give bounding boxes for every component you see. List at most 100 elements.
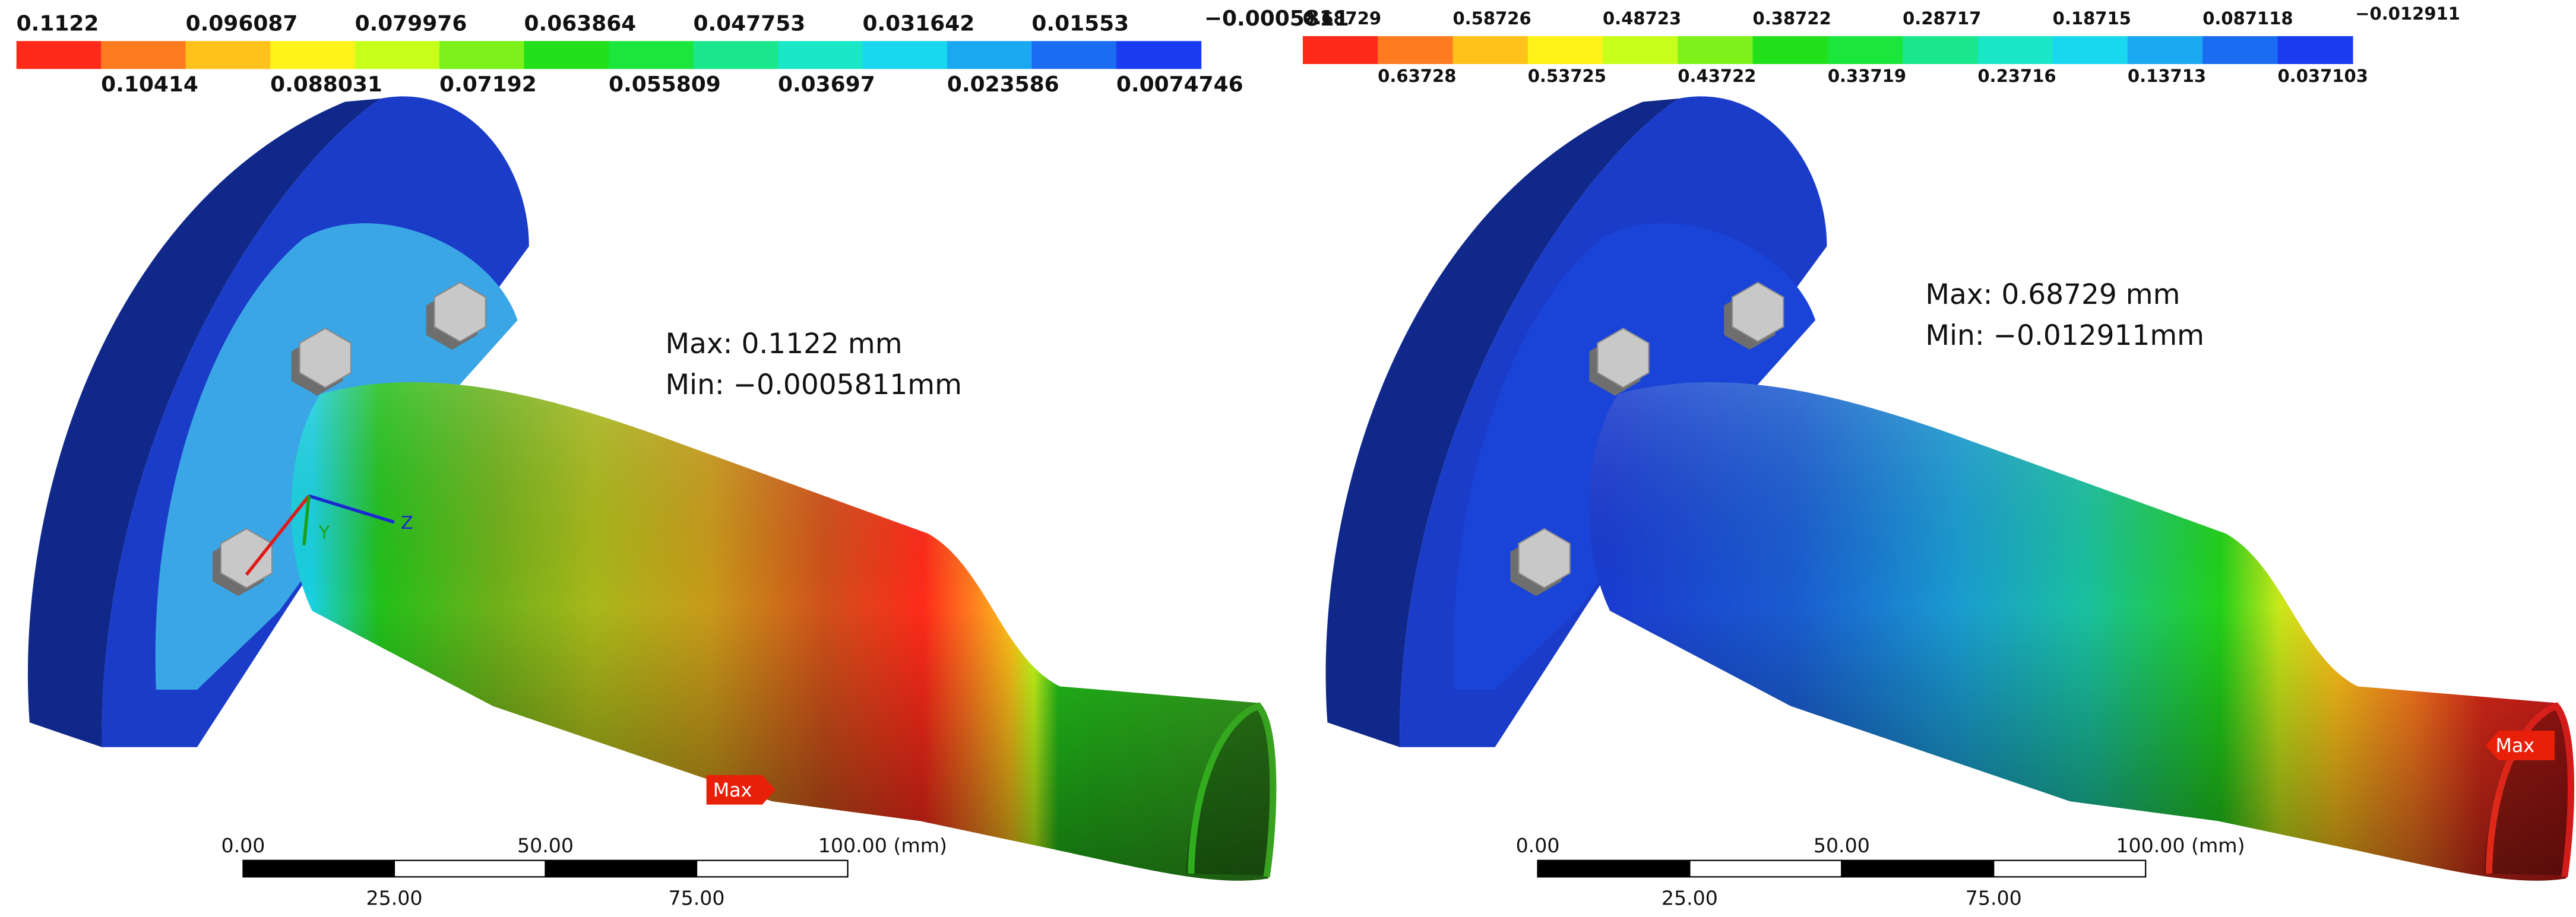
color-legend: 0.68729 0.58726 0.48723 0.38722 0.28717 0.187… bbox=[1302, 4, 2460, 86]
legend-label: 0.53725 bbox=[1528, 66, 1606, 86]
legend-band bbox=[1031, 41, 1117, 69]
legend-band bbox=[1977, 36, 2053, 64]
legend-label: 0.43722 bbox=[1678, 66, 1756, 86]
legend-band bbox=[609, 41, 694, 69]
bolt-head bbox=[1731, 281, 1784, 342]
scale-label: 75.00 bbox=[1966, 886, 2022, 909]
legend-label: 0.01553 bbox=[1031, 11, 1129, 36]
triad-y bbox=[302, 496, 311, 545]
axis-triad: ZY bbox=[245, 494, 413, 576]
legend-label: 0.055809 bbox=[609, 72, 721, 97]
legend-label: 0.38722 bbox=[1753, 8, 1831, 28]
scale-label: 100.00 (mm) bbox=[818, 834, 947, 857]
scale-label: 75.00 bbox=[669, 886, 725, 909]
legend-label: 0.13713 bbox=[2128, 66, 2206, 86]
legend-label: 0.037103 bbox=[2277, 66, 2368, 86]
scale-label: 25.00 bbox=[1662, 886, 1718, 909]
legend-band bbox=[16, 41, 102, 69]
legend-band bbox=[2277, 36, 2353, 64]
legend-band bbox=[1602, 36, 1679, 64]
legend-label: 0.088031 bbox=[270, 72, 382, 97]
pipe-rim bbox=[1188, 702, 1277, 878]
legend-label: 0.031642 bbox=[862, 11, 974, 36]
legend-label: 0.1122 bbox=[17, 11, 99, 36]
scale-segment bbox=[545, 859, 698, 878]
legend-label: 0.063864 bbox=[524, 11, 637, 36]
legend-label: 0.07192 bbox=[439, 72, 537, 97]
triad-z bbox=[308, 494, 395, 524]
min-value-text: Min: −0.0005811mm bbox=[665, 369, 961, 401]
scale-segment bbox=[1689, 859, 1843, 878]
legend-label: 0.18715 bbox=[2053, 8, 2131, 28]
min-value-text: Min: −0.012911mm bbox=[1925, 319, 2204, 352]
legend-label: 0.10414 bbox=[101, 72, 198, 97]
legend-band bbox=[862, 41, 948, 69]
max-value-text: Max: 0.68729 mm bbox=[1925, 278, 2180, 311]
legend-band bbox=[2202, 36, 2278, 64]
legend-label: 0.48723 bbox=[1603, 8, 1681, 28]
legend-band bbox=[947, 41, 1033, 69]
scale-label: 0.00 bbox=[221, 834, 265, 857]
legend-band bbox=[1678, 36, 1754, 64]
scale-label: 25.00 bbox=[366, 886, 422, 909]
legend-band bbox=[1527, 36, 1603, 64]
legend-band bbox=[101, 41, 186, 69]
legend-band bbox=[1452, 36, 1528, 64]
legend-band bbox=[185, 41, 271, 69]
legend-label: 0.047753 bbox=[693, 11, 805, 36]
legend-band bbox=[1903, 36, 1979, 64]
bolt-head bbox=[1597, 328, 1650, 389]
color-legend: 0.1122 0.096087 0.079976 0.063864 0.047753 0.… bbox=[16, 7, 1349, 97]
legend-label: 0.0074746 bbox=[1116, 72, 1243, 97]
legend-band bbox=[1827, 36, 1903, 64]
legend-band bbox=[1752, 36, 1828, 64]
legend-band bbox=[1302, 36, 1379, 64]
scale-label: 50.00 bbox=[1814, 834, 1870, 857]
max-value-text: Max: 0.1122 mm bbox=[665, 328, 902, 360]
legend-band bbox=[693, 41, 779, 69]
legend-label: 0.096087 bbox=[186, 11, 298, 36]
flange-side bbox=[27, 98, 381, 747]
model-view: 0.68729 0.58726 0.48723 0.38722 0.28717 0.187… bbox=[1302, 4, 2575, 909]
legend-band bbox=[439, 41, 525, 69]
legend-label: 0.023586 bbox=[947, 72, 1059, 97]
flange-side bbox=[1325, 98, 1679, 747]
scale-segment bbox=[393, 859, 546, 878]
scale-segment bbox=[1841, 859, 1995, 878]
legend-label: 0.33719 bbox=[1828, 66, 1906, 86]
legend-band bbox=[777, 41, 863, 69]
legend-band bbox=[1116, 41, 1202, 69]
bolt-head bbox=[299, 328, 352, 389]
scale-label: 0.00 bbox=[1516, 834, 1560, 857]
max-tag-label: Max bbox=[2495, 734, 2534, 757]
triad-x bbox=[245, 494, 311, 576]
legend-band bbox=[1378, 36, 1454, 64]
scale-label: 50.00 bbox=[517, 834, 574, 857]
legend-band bbox=[270, 41, 356, 69]
legend-label: 0.03697 bbox=[778, 72, 875, 97]
max-tag-label: Max bbox=[713, 779, 752, 801]
legend-band bbox=[2127, 36, 2204, 64]
scale-bar: 0.00 50.00 100.00 (mm) 25.00 75.00 bbox=[221, 834, 947, 910]
triad-z-label: Z bbox=[401, 513, 413, 534]
shaft-shading bbox=[1589, 382, 2574, 881]
scale-label: 100.00 (mm) bbox=[2116, 834, 2245, 857]
max-probe-tag: Max bbox=[706, 775, 776, 805]
legend-label: 0.68729 bbox=[1303, 8, 1381, 28]
legend-band bbox=[2052, 36, 2128, 64]
pipe-opening bbox=[1186, 709, 1271, 875]
legend-band bbox=[355, 41, 440, 69]
bolt-head bbox=[433, 281, 486, 342]
legend-label: 0.28717 bbox=[1903, 8, 1981, 28]
legend-label: −0.0005811 bbox=[1204, 7, 1349, 31]
legend-label: 0.079976 bbox=[355, 11, 467, 36]
triad-y-label: Y bbox=[318, 522, 330, 543]
legend-label: −0.012911 bbox=[2355, 4, 2460, 24]
model-view: ZY0.1122 0.096087 0.079976 0.063864 0.047753… bbox=[16, 7, 1349, 910]
scale-segment bbox=[695, 859, 849, 878]
max-tag-shape bbox=[706, 775, 776, 805]
scale-segment bbox=[1537, 859, 1691, 878]
scale-segment bbox=[1993, 859, 2147, 878]
part-model bbox=[1325, 96, 2575, 881]
legend-band bbox=[524, 41, 609, 69]
